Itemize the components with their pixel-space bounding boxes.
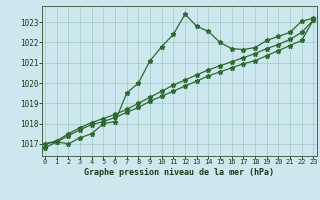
X-axis label: Graphe pression niveau de la mer (hPa): Graphe pression niveau de la mer (hPa) (84, 168, 274, 177)
